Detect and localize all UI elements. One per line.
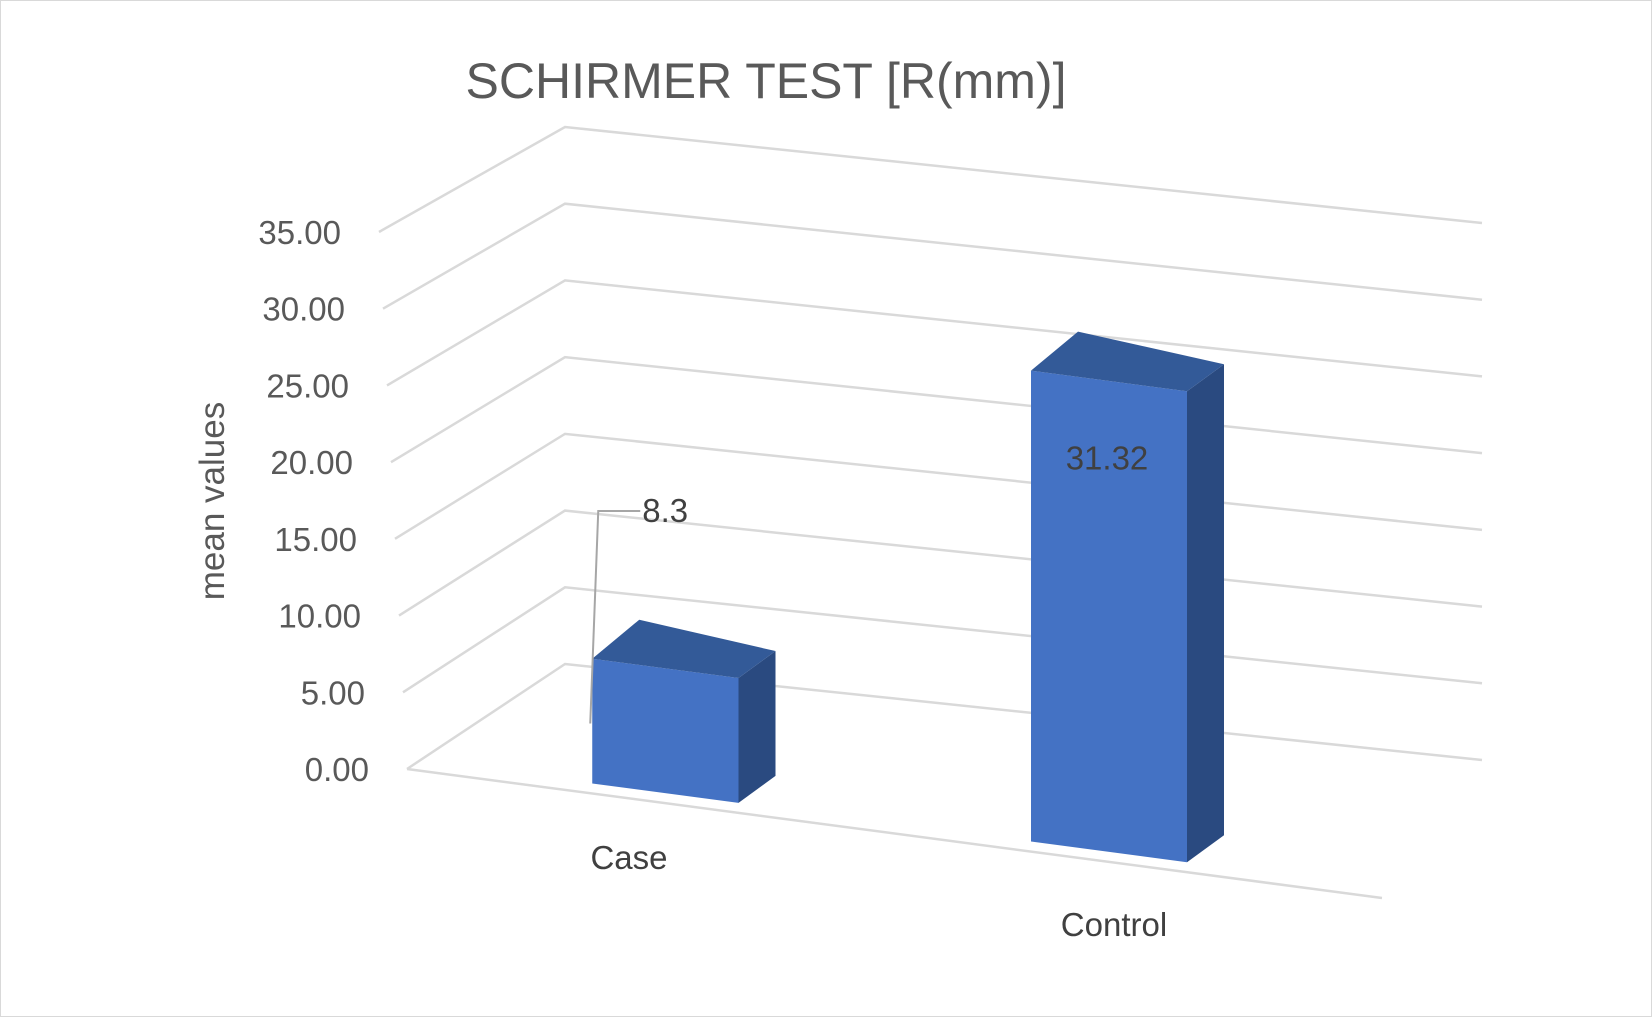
bars	[592, 331, 1224, 863]
gridline	[398, 509, 1483, 617]
gridline	[402, 585, 1483, 694]
chart-title: SCHIRMER TEST [R(mm)]	[466, 53, 1067, 109]
gridline	[378, 125, 1483, 234]
bar-front-face	[592, 658, 739, 803]
y-tick-label: 25.00	[266, 367, 349, 404]
bar-case	[592, 619, 776, 803]
bar-side-face	[1187, 364, 1224, 863]
y-tick-label: 0.00	[305, 751, 369, 788]
y-tick-label: 5.00	[301, 674, 365, 711]
y-tick-label: 35.00	[258, 214, 341, 251]
gridlines	[378, 125, 1483, 900]
bar-side-face	[738, 651, 776, 803]
bar-control	[1031, 331, 1224, 863]
category-label: Case	[590, 839, 667, 876]
y-tick-label: 15.00	[274, 521, 357, 558]
floor-back-edge	[406, 662, 1483, 771]
data-label-leader-line	[589, 510, 641, 724]
category-labels: Case Control	[590, 839, 1167, 943]
gridline	[390, 355, 1483, 464]
y-tick-labels: 0.00 5.00 10.00 15.00 20.00 25.00 30.00 35.00	[258, 214, 369, 788]
data-label: 31.32	[1066, 440, 1149, 477]
bar-top-face	[592, 619, 776, 679]
gridline	[382, 202, 1483, 310]
gridline	[386, 279, 1483, 387]
x-axis-line	[406, 767, 1383, 900]
bar-front-face	[1031, 370, 1187, 863]
y-axis-title: mean values	[193, 402, 232, 600]
y-tick-label: 20.00	[270, 444, 353, 481]
category-label: Control	[1061, 906, 1167, 943]
data-labels: 8.3 31.32	[589, 440, 1149, 724]
data-label: 8.3	[642, 492, 688, 529]
bar-top-face	[1031, 331, 1224, 392]
y-tick-label: 10.00	[278, 598, 361, 635]
gridline	[394, 432, 1483, 540]
y-tick-label: 30.00	[262, 291, 345, 328]
